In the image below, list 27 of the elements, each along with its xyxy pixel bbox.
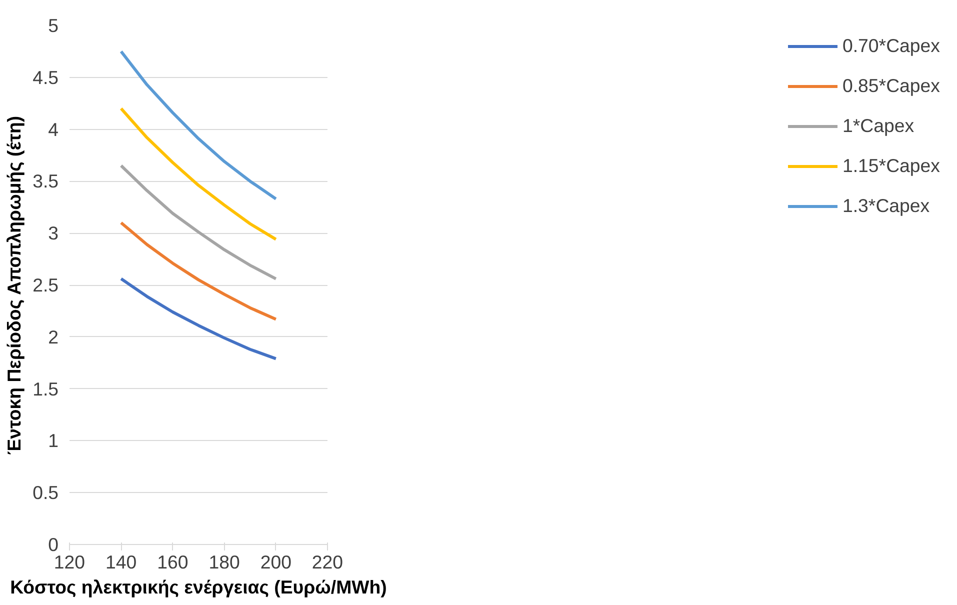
line-series xyxy=(120,164,278,280)
x-tick-label: 140 xyxy=(106,552,137,572)
x-axis-title: Κόστος ηλεκτρικής ενέργειας (Ευρώ/MWh) xyxy=(10,576,387,598)
line-series xyxy=(120,50,278,200)
y-tick-label: 2 xyxy=(48,326,59,348)
line-series xyxy=(120,277,278,360)
y-tick-label: 2.5 xyxy=(32,274,59,296)
y-tick-label: 4 xyxy=(48,118,59,140)
line-series xyxy=(120,107,278,241)
y-tick-label: 3 xyxy=(48,222,59,244)
legend-label: 1.3*Capex xyxy=(842,195,930,217)
legend-label: 1.15*Capex xyxy=(842,155,940,177)
y-tick-label: 1.5 xyxy=(32,378,59,400)
line-series xyxy=(120,221,278,321)
legend-label: 1*Capex xyxy=(842,115,914,137)
x-tick-label: 220 xyxy=(312,552,344,572)
y-tick-label: 5 xyxy=(48,15,59,36)
x-tick-label: 160 xyxy=(157,552,188,572)
y-tick-label: 3.5 xyxy=(32,170,59,192)
x-tick-label: 180 xyxy=(208,552,240,572)
y-tick-label: 0.5 xyxy=(32,482,59,504)
y-tick-label: 1 xyxy=(48,430,59,452)
legend-label: 0.70*Capex xyxy=(842,35,940,57)
y-axis-title: Έντοκη Περίοδος Αποπληρωμής (έτη) xyxy=(4,116,25,455)
x-tick-label: 200 xyxy=(260,552,292,572)
y-tick-label: 4.5 xyxy=(32,66,59,88)
legend-label: 0.85*Capex xyxy=(842,75,940,97)
